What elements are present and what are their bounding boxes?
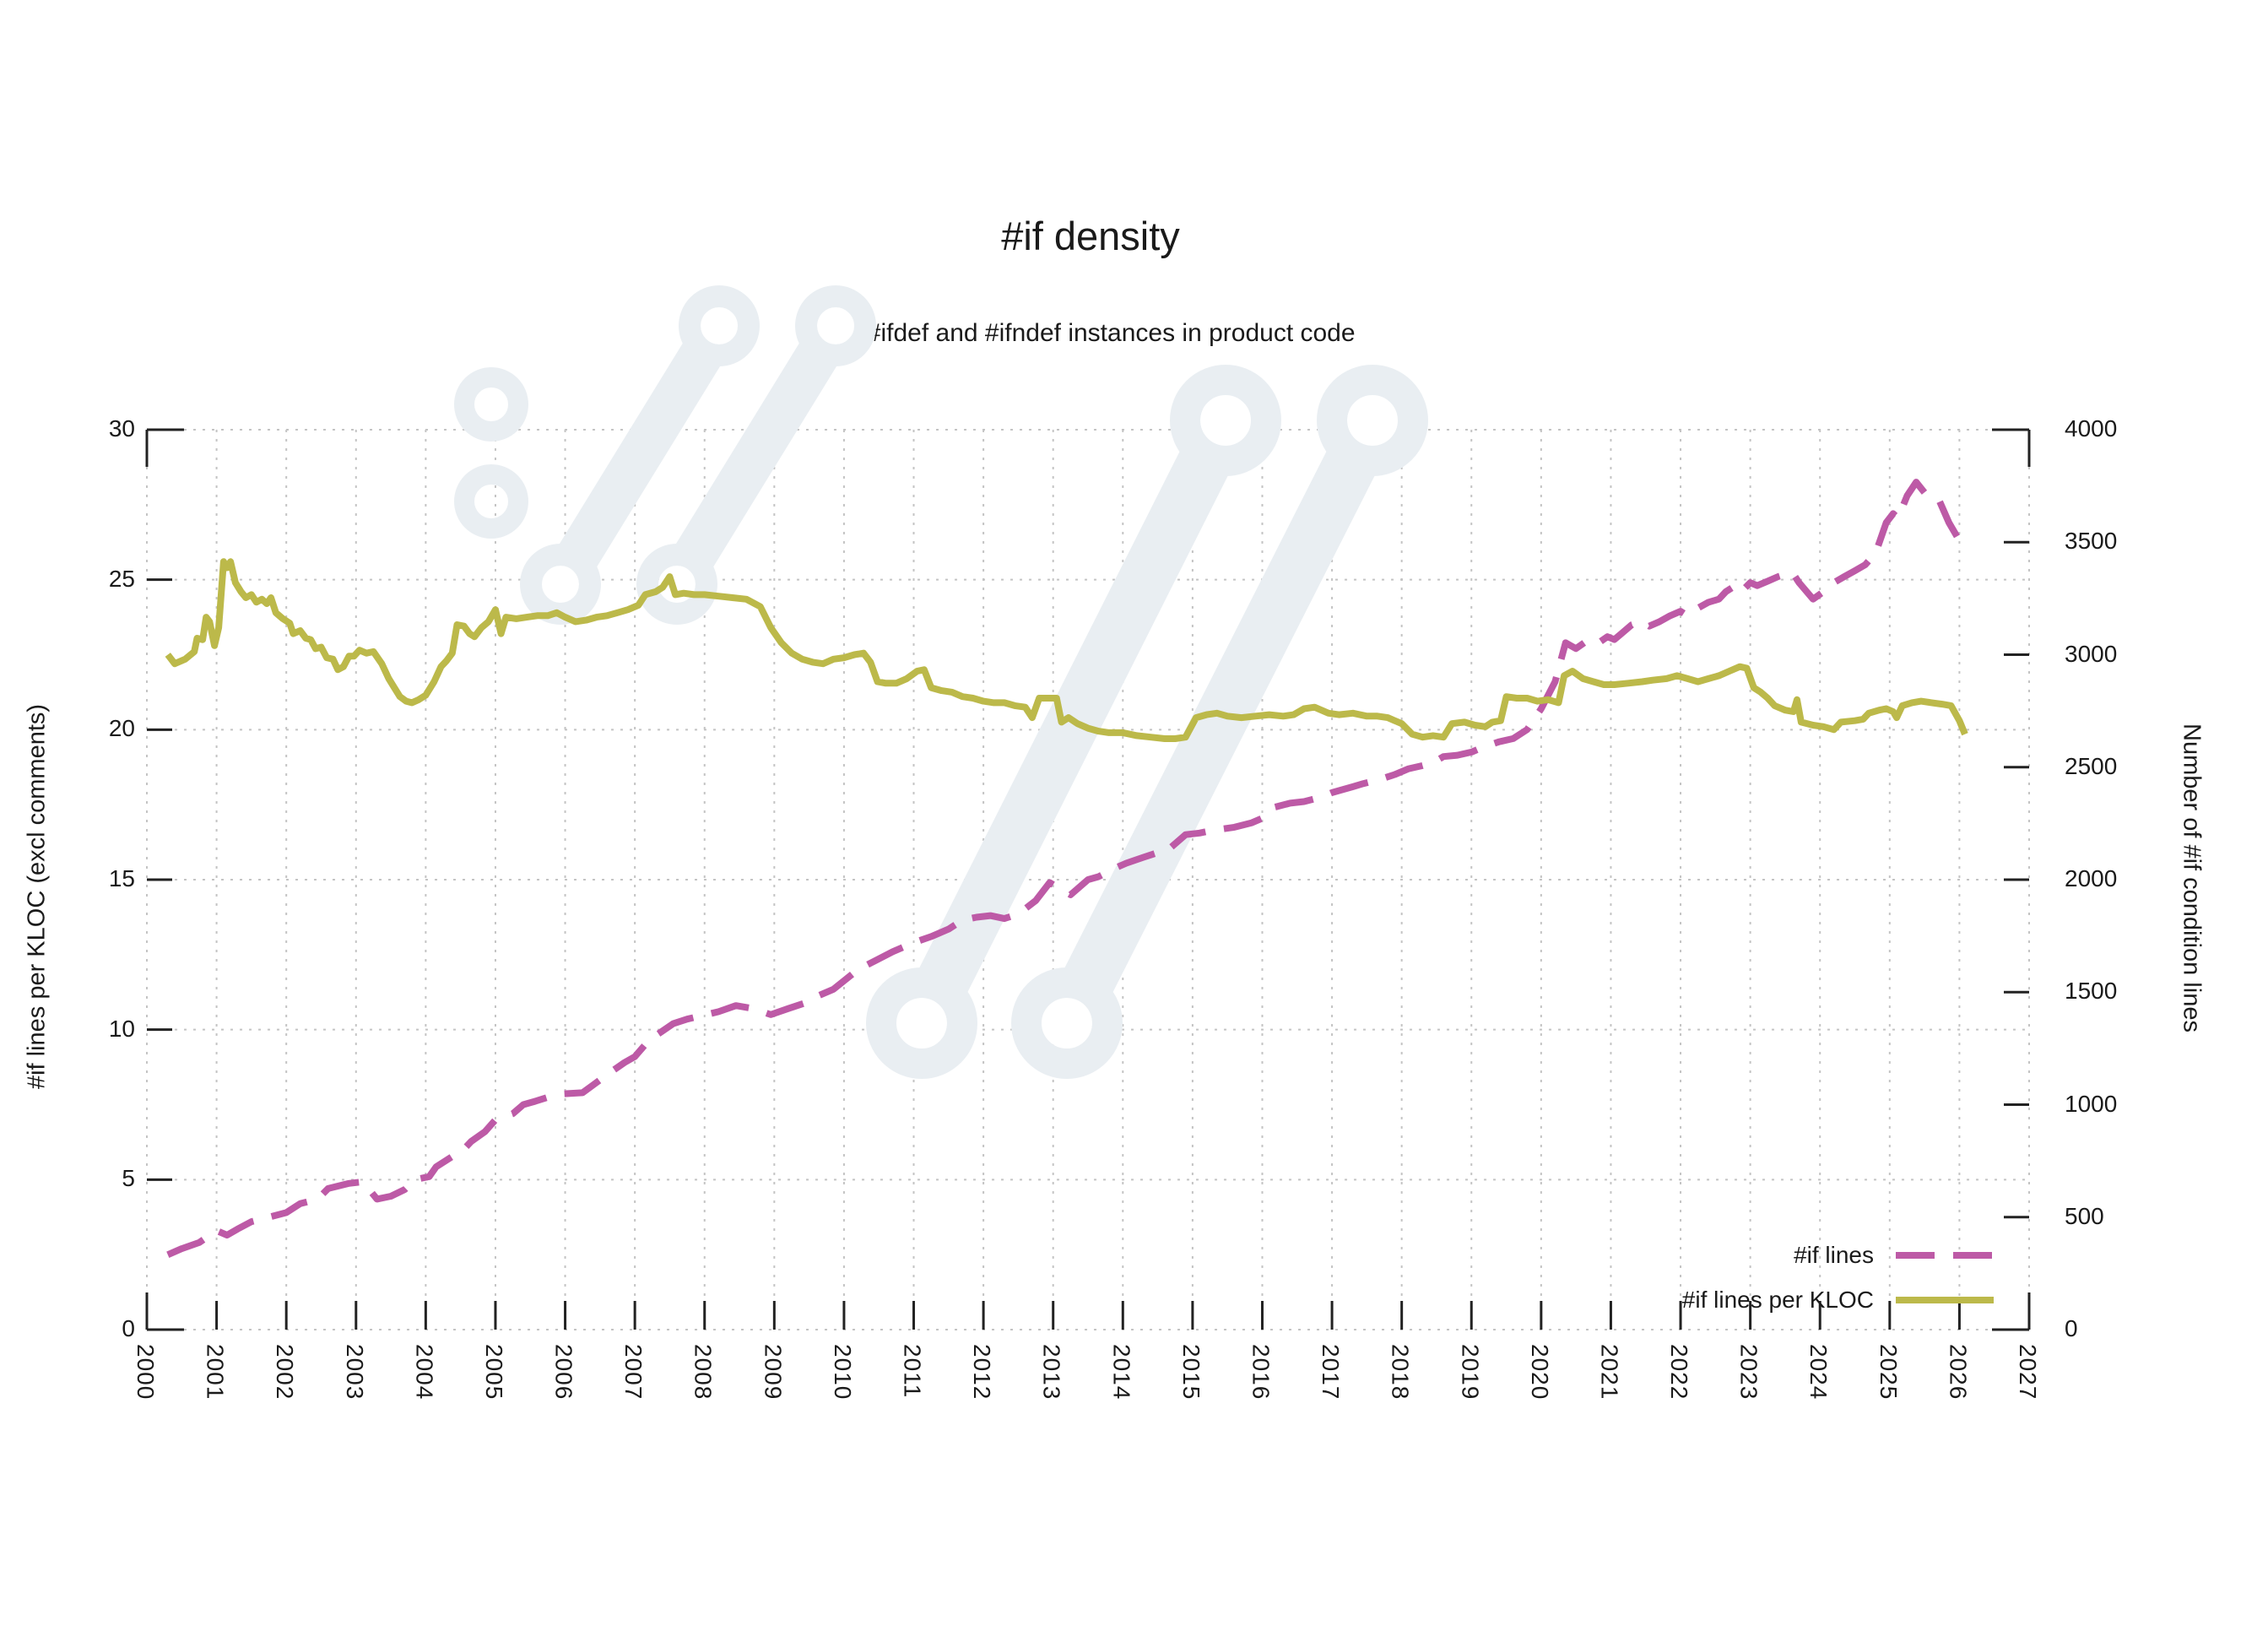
y-right-tick-label: 2500: [2065, 752, 2118, 779]
chart-title: #if density: [1001, 214, 1180, 258]
x-tick-label: 2014: [1108, 1344, 1135, 1401]
y-left-tick-label: 15: [108, 865, 135, 891]
x-tick-label: 2012: [969, 1344, 996, 1401]
legend-label-if-lines-per-kloc: #if lines per KLOC: [1681, 1287, 1874, 1313]
x-tick-label: 2008: [690, 1344, 717, 1401]
x-tick-label: 2011: [899, 1344, 926, 1399]
x-tick-label: 2025: [1875, 1344, 1902, 1401]
x-tick-label: 2016: [1248, 1344, 1275, 1401]
y-right-tick-label: 3000: [2065, 640, 2118, 667]
axes-ticks: [145, 428, 2031, 1331]
x-tick-label: 2004: [411, 1344, 438, 1401]
x-tick-label: 2017: [1318, 1344, 1345, 1401]
y-right-tick-label: 4000: [2065, 415, 2118, 442]
y-left-tick-label: 10: [108, 1015, 135, 1042]
x-tick-label: 2024: [1805, 1344, 1832, 1401]
y-left-tick-label: 25: [108, 565, 135, 592]
x-tick-label: 2006: [550, 1344, 577, 1401]
x-tick-label: 2027: [2015, 1344, 2041, 1401]
y-left-tick-label: 30: [108, 415, 135, 442]
x-tick-label: 2026: [1945, 1344, 1972, 1401]
x-tick-label: 2022: [1666, 1344, 1693, 1401]
chart-subtitle: #if, #ifdef and #ifndef instances in pro…: [825, 319, 1356, 347]
x-tick-label: 2020: [1526, 1344, 1553, 1401]
y-right-tick-label: 500: [2065, 1202, 2104, 1229]
legend-line-sample-solid: [1896, 1297, 1994, 1303]
y-right-tick-label: 2000: [2065, 865, 2118, 891]
x-tick-label: 2018: [1387, 1344, 1414, 1401]
x-tick-label: 2003: [341, 1344, 368, 1401]
y-left-tick-label: 5: [122, 1165, 135, 1192]
x-tick-label: 2007: [620, 1344, 647, 1401]
x-tick-label: 2015: [1177, 1344, 1204, 1401]
x-tick-label: 2021: [1596, 1344, 1623, 1401]
legend-label-if-lines: #if lines: [1794, 1242, 1874, 1268]
y-right-tick-label: 1500: [2065, 978, 2118, 1005]
series-line-if-lines: [166, 479, 1968, 1258]
y-left-tick-label: 0: [122, 1315, 135, 1341]
y-right-tick-label: 3500: [2065, 528, 2118, 555]
legend-item-if-lines: #if lines: [1794, 1240, 1995, 1271]
x-tick-label: 2000: [133, 1344, 159, 1401]
x-tick-label: 2013: [1038, 1344, 1065, 1401]
x-tick-label: 2010: [829, 1344, 856, 1401]
x-tick-label: 2005: [480, 1344, 507, 1401]
x-tick-label: 2009: [760, 1344, 787, 1401]
x-tick-label: 2001: [202, 1344, 229, 1401]
legend-item-if-lines-per-kloc: #if lines per KLOC: [1682, 1285, 1995, 1315]
x-tick-label: 2002: [272, 1344, 299, 1401]
legend-line-sample-dashed: [1896, 1252, 1994, 1259]
series-line-if-lines-per-kloc: [165, 558, 1968, 742]
x-tick-label: 2019: [1457, 1344, 1484, 1401]
x-tick-label: 2023: [1735, 1344, 1762, 1401]
series-lines: [165, 479, 1968, 1258]
watermark-logo-icon: [454, 285, 1428, 1079]
y-left-tick-label: 20: [108, 715, 135, 742]
y-right-tick-label: 1000: [2065, 1090, 2118, 1117]
y-right-tick-label: 0: [2065, 1315, 2078, 1341]
